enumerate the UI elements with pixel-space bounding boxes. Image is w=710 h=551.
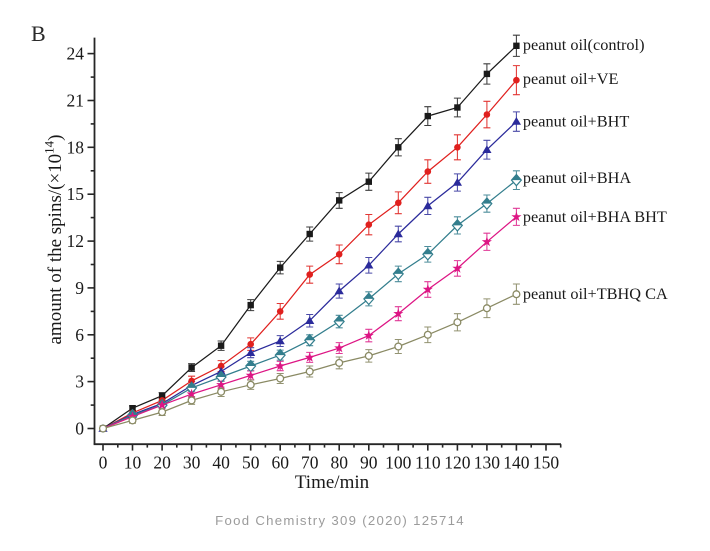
svg-text:60: 60 (271, 453, 289, 473)
svg-text:140: 140 (503, 453, 530, 473)
svg-text:30: 30 (183, 453, 201, 473)
svg-text:B: B (31, 21, 46, 46)
svg-text:15: 15 (67, 184, 85, 204)
svg-text:peanut oil+BHT: peanut oil+BHT (523, 112, 629, 131)
svg-text:130: 130 (474, 453, 501, 473)
svg-text:10: 10 (124, 453, 142, 473)
svg-text:6: 6 (75, 325, 84, 345)
svg-text:50: 50 (242, 453, 260, 473)
svg-text:90: 90 (360, 453, 378, 473)
svg-text:18: 18 (67, 137, 85, 157)
svg-text:21: 21 (67, 91, 85, 111)
svg-text:0: 0 (99, 453, 108, 473)
svg-text:peanut oil+VE: peanut oil+VE (523, 69, 619, 88)
svg-text:Time/min: Time/min (295, 472, 370, 493)
svg-text:peanut oil+TBHQ CA: peanut oil+TBHQ CA (523, 284, 668, 303)
svg-text:amount of the spins/(×1014): amount of the spins/(×1014) (42, 135, 67, 345)
svg-text:70: 70 (301, 453, 319, 473)
svg-text:peanut oil+BHA: peanut oil+BHA (523, 168, 631, 187)
svg-text:80: 80 (330, 453, 348, 473)
svg-text:9: 9 (75, 278, 84, 298)
svg-text:12: 12 (67, 231, 85, 251)
svg-text:150: 150 (533, 453, 560, 473)
svg-text:100: 100 (385, 453, 412, 473)
svg-text:peanut oil+BHA BHT: peanut oil+BHA BHT (523, 207, 667, 226)
svg-text:peanut oil(control): peanut oil(control) (523, 35, 645, 54)
svg-text:40: 40 (212, 453, 230, 473)
svg-text:24: 24 (67, 44, 85, 64)
svg-text:120: 120 (444, 453, 471, 473)
svg-text:20: 20 (153, 453, 171, 473)
svg-text:110: 110 (415, 453, 441, 473)
svg-text:3: 3 (75, 372, 84, 392)
svg-text:0: 0 (75, 419, 84, 439)
